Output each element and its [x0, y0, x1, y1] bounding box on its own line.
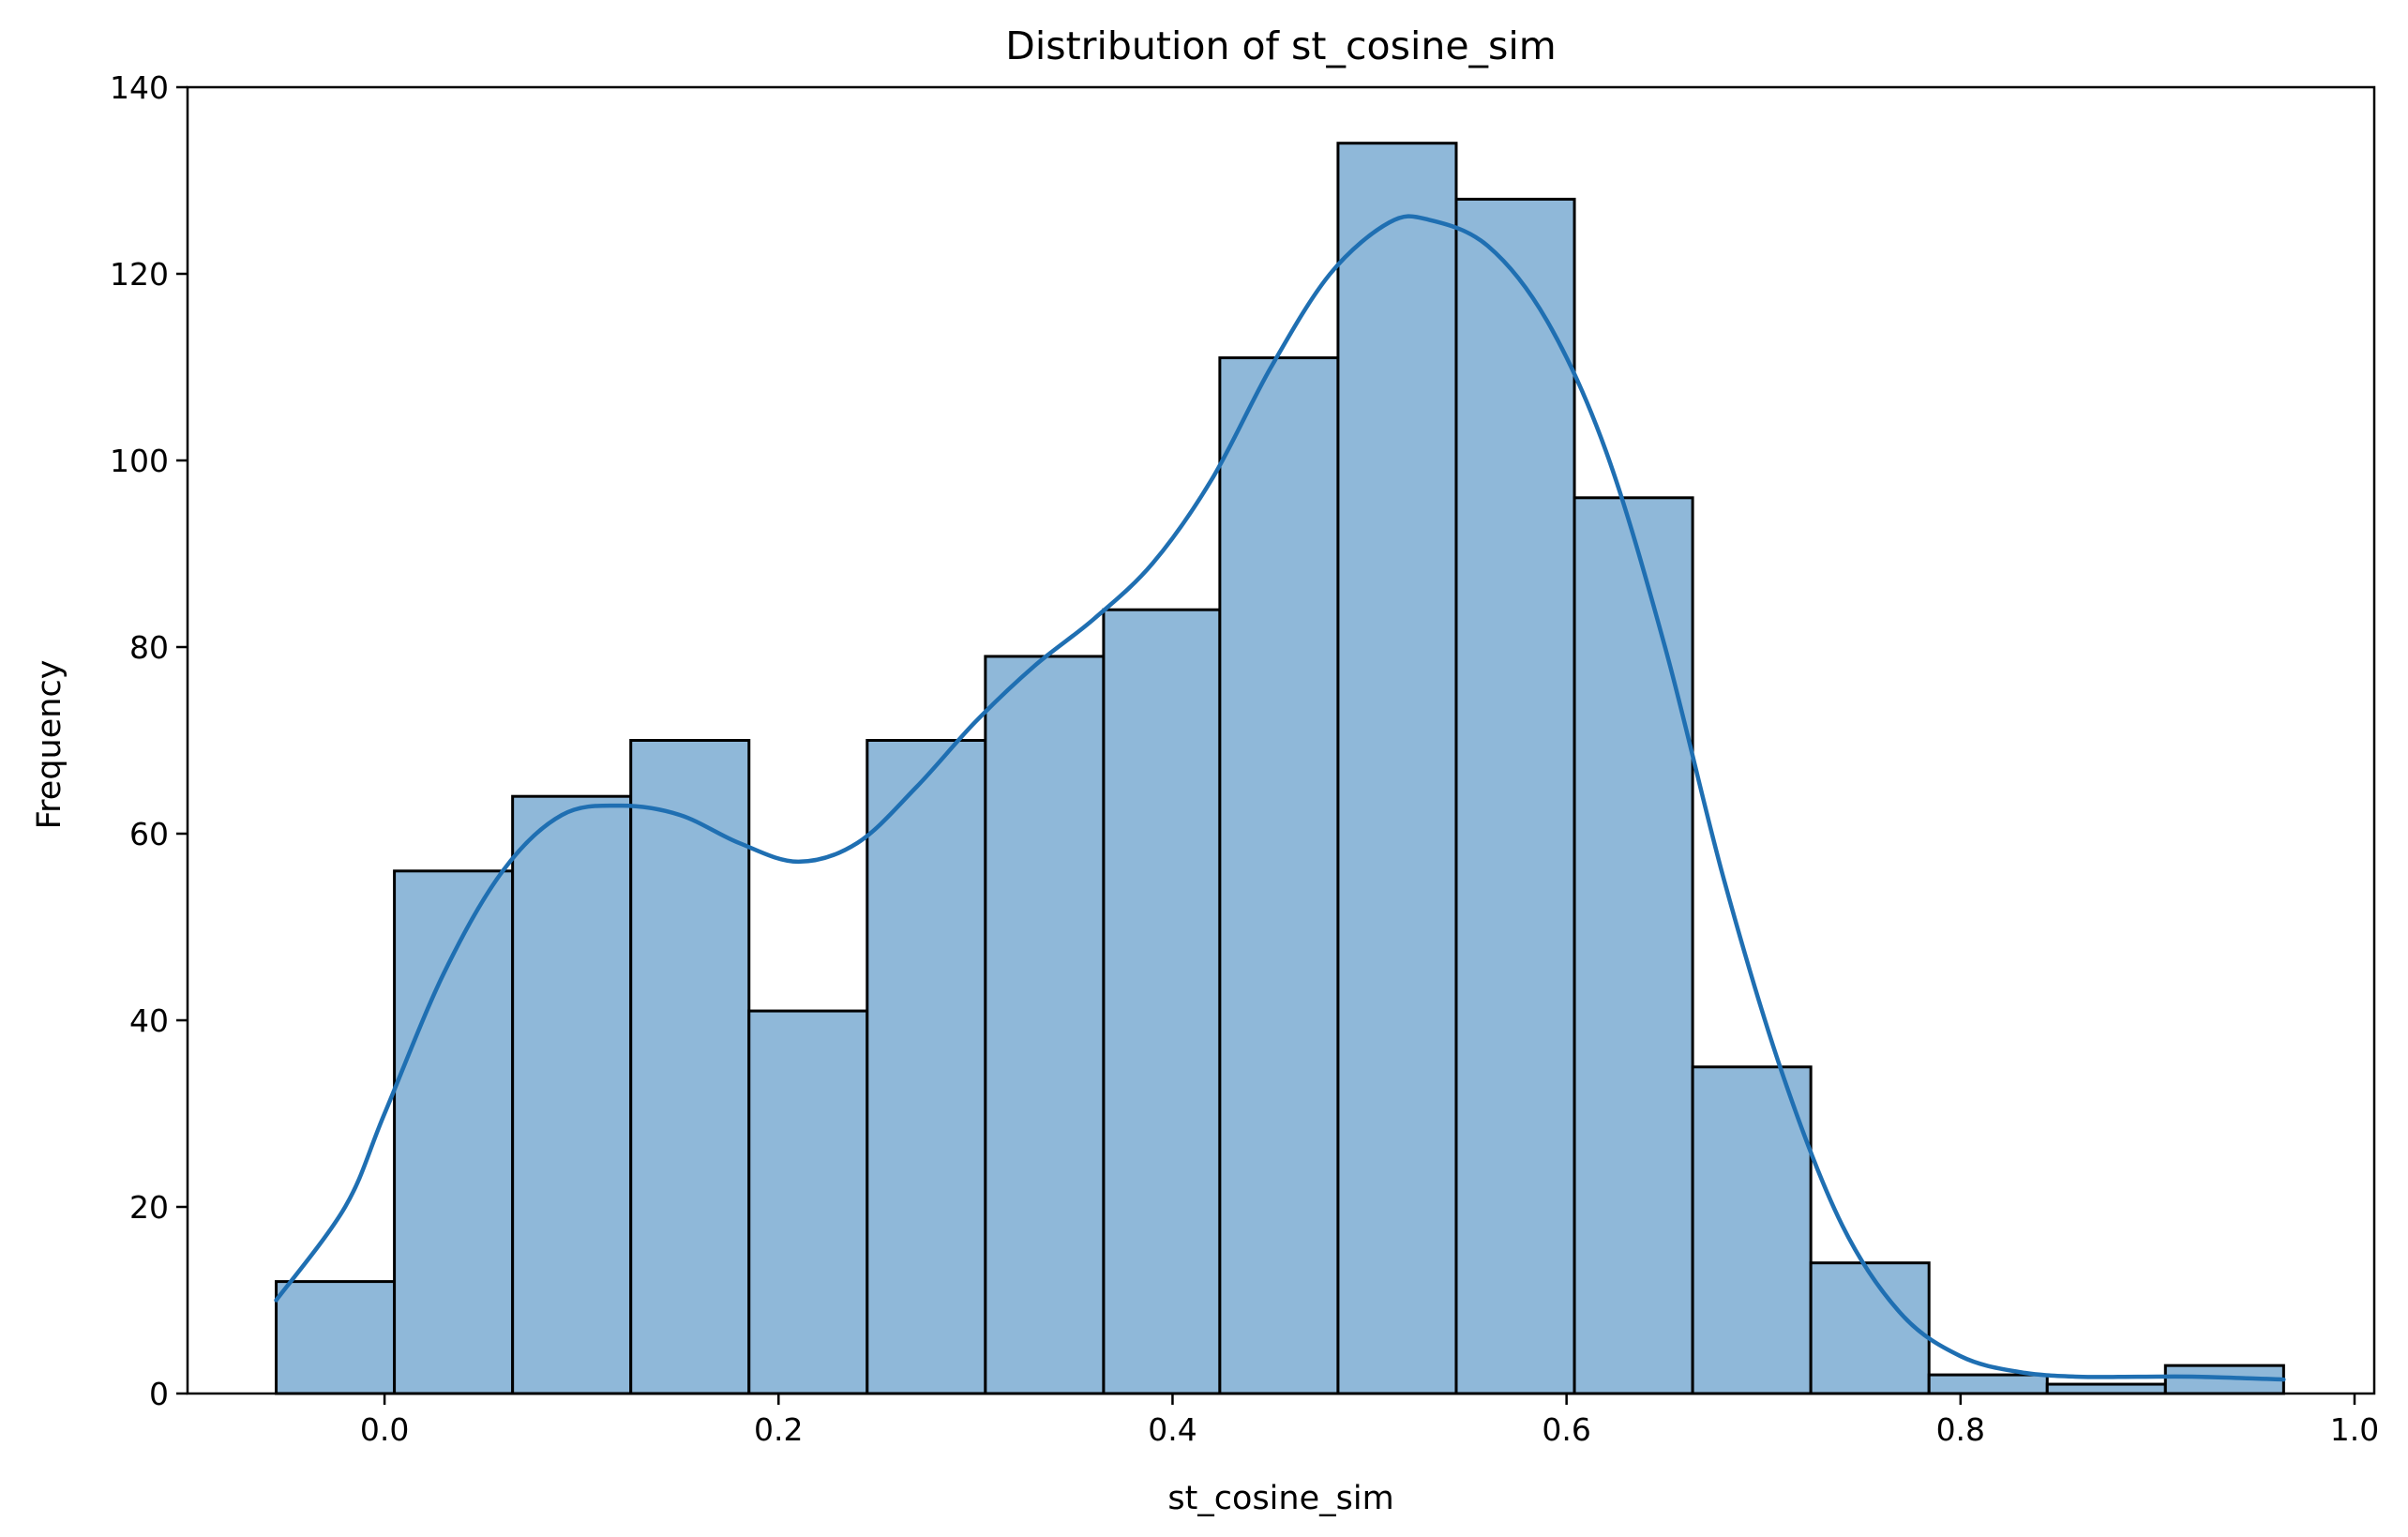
x-tick-label: 0.4 [1148, 1411, 1196, 1448]
kde-curve [274, 214, 2286, 1382]
histogram-bar [1927, 1373, 2049, 1395]
y-tick-label: 20 [129, 1189, 169, 1226]
y-tick-label: 100 [110, 443, 169, 479]
histogram-bar [2045, 1382, 2167, 1395]
histogram-bar [1102, 608, 1222, 1395]
bars-layer [275, 142, 2285, 1395]
histogram-bar [1454, 197, 1576, 1395]
histogram-bar [865, 739, 987, 1395]
x-tick-label: 0.8 [1936, 1411, 1985, 1448]
y-tick-label: 80 [129, 629, 169, 666]
y-tick-label: 120 [110, 256, 169, 293]
y-tick-label: 40 [129, 1002, 169, 1039]
y-tick-label: 140 [110, 69, 169, 106]
x-axis: 0.0 0.2 0.4 0.6 0.8 1.0 [360, 1394, 2379, 1448]
y-tick-label: 0 [149, 1376, 169, 1412]
plot-frame [186, 85, 2376, 1395]
y-axis: 0 20 40 60 80 100 120 140 [110, 69, 188, 1412]
histogram-bar [1336, 142, 1458, 1395]
histogram-bar [275, 1280, 397, 1395]
histogram-bar [1573, 496, 1694, 1395]
x-tick-label: 1.0 [2330, 1411, 2379, 1448]
y-tick-label: 60 [129, 816, 169, 852]
x-axis-label: st_cosine_sim [1167, 1480, 1393, 1517]
y-axis-label: Frequency [31, 660, 68, 830]
histogram-bar [511, 794, 633, 1395]
histogram-bar [984, 655, 1106, 1395]
histogram-bar [1691, 1065, 1813, 1395]
x-tick-label: 0.0 [360, 1411, 409, 1448]
histogram-bar [1218, 356, 1340, 1395]
chart-title: Distribution of st_cosine_sim [1005, 23, 1557, 68]
x-tick-label: 0.2 [754, 1411, 803, 1448]
histogram-bar [747, 1009, 869, 1395]
histogram-bar [1809, 1261, 1931, 1395]
x-tick-label: 0.6 [1542, 1411, 1590, 1448]
